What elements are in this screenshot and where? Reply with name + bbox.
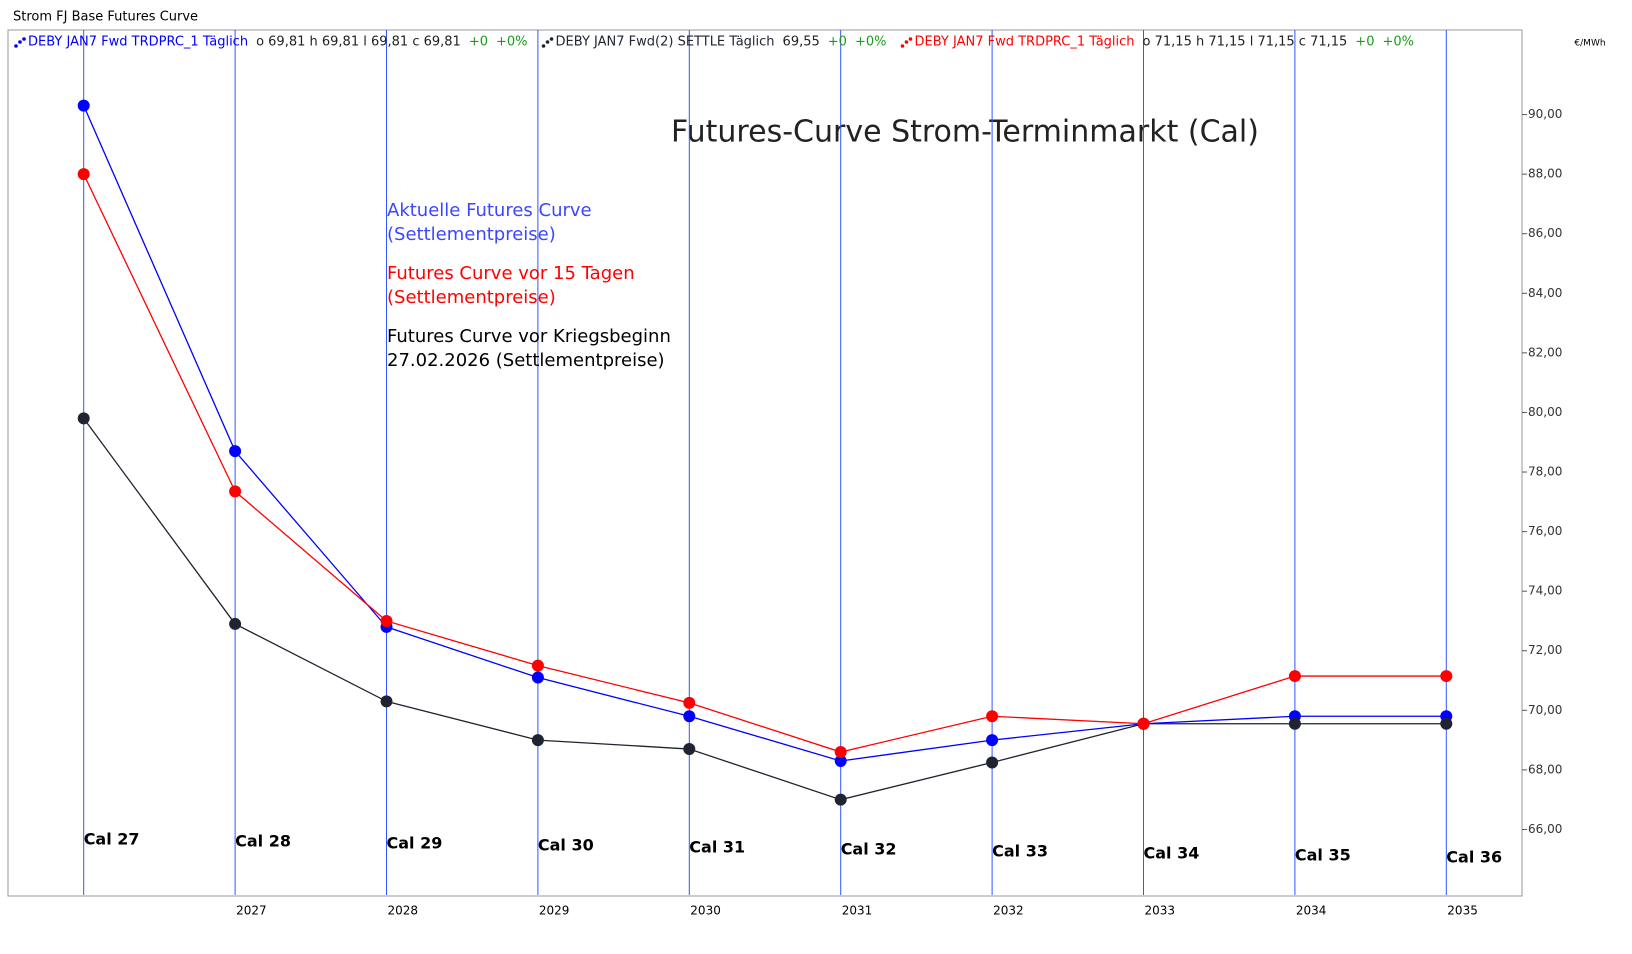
data-point [986, 710, 999, 723]
y-tick-label: 76,00 [1528, 524, 1562, 538]
y-tick-label: 72,00 [1528, 643, 1562, 657]
data-point [986, 756, 999, 769]
y-tick-label: 82,00 [1528, 345, 1562, 359]
y-tick-label: 90,00 [1528, 107, 1562, 121]
data-point [986, 734, 999, 747]
legend-entry: DEBY JAN7 Fwd TRDPRC_1 Täglich [914, 35, 1134, 50]
data-point [531, 734, 544, 747]
x-tick-label: 2033 [1145, 904, 1176, 918]
data-point [380, 695, 393, 708]
legend-icon [900, 44, 905, 48]
point-label: Cal 29 [387, 834, 443, 853]
y-tick-label: 68,00 [1528, 762, 1562, 776]
legend-entry: 69,55 [783, 35, 820, 50]
y-tick-label: 66,00 [1528, 822, 1562, 836]
y-tick-label: 84,00 [1528, 286, 1562, 300]
point-label: Cal 30 [538, 836, 594, 855]
y-unit: €/MWh [1574, 39, 1605, 49]
legend-icon [22, 37, 26, 41]
data-point [683, 743, 696, 756]
legend-entry: +0 [828, 35, 847, 50]
data-point [229, 485, 242, 498]
point-label: Cal 31 [689, 838, 745, 857]
y-tick-label: 86,00 [1528, 226, 1562, 240]
window-title: Strom FJ Base Futures Curve [13, 10, 198, 25]
data-point [1137, 717, 1150, 730]
legend-entry: DEBY JAN7 Fwd TRDPRC_1 Täglich [28, 35, 248, 50]
legend-icon [14, 44, 18, 48]
x-tick-label: 2034 [1296, 904, 1327, 918]
chart-title: Futures-Curve Strom-Terminmarkt (Cal) [671, 115, 1259, 150]
annotation: 27.02.2026 (Settlementpreise) [387, 350, 665, 371]
point-label: Cal 32 [841, 840, 897, 859]
x-tick-label: 2030 [690, 904, 721, 918]
legend-entry: +0 [1355, 35, 1374, 50]
data-point [229, 445, 242, 458]
legend-icon [545, 40, 550, 44]
annotation: Aktuelle Futures Curve [387, 200, 592, 221]
legend-icon [908, 37, 913, 41]
data-point [683, 710, 696, 723]
x-tick-label: 2029 [539, 904, 570, 918]
annotation: Futures Curve vor 15 Tagen [387, 263, 635, 284]
legend-entry: o 71,15 h 71,15 l 71,15 c 71,15 [1143, 35, 1348, 50]
x-tick-label: 2035 [1447, 904, 1478, 918]
x-tick-label: 2028 [388, 904, 419, 918]
series-line [83, 418, 1447, 801]
legend-entry: +0 [469, 35, 488, 50]
data-point [834, 746, 847, 759]
series-line [83, 105, 1447, 762]
annotation: Futures Curve vor Kriegsbeginn [387, 326, 671, 347]
data-point [380, 614, 393, 627]
y-tick-label: 78,00 [1528, 465, 1562, 479]
y-tick-label: 80,00 [1528, 405, 1562, 419]
x-tick-label: 2032 [993, 904, 1024, 918]
data-point [531, 671, 544, 684]
data-point [683, 696, 696, 709]
data-point [1440, 670, 1453, 683]
legend-icon [18, 40, 22, 44]
x-tick-label: 2031 [842, 904, 873, 918]
annotation: (Settlementpreise) [387, 224, 556, 245]
data-point [77, 412, 90, 425]
data-point [1440, 717, 1453, 730]
legend-entry: +0% [855, 35, 887, 50]
point-label: Cal 27 [84, 830, 140, 849]
y-tick-label: 74,00 [1528, 584, 1562, 598]
y-tick-label: 70,00 [1528, 703, 1562, 717]
legend-icon [549, 37, 554, 41]
point-label: Cal 36 [1446, 848, 1502, 867]
legend-entry: o 69,81 h 69,81 l 69,81 c 69,81 [256, 35, 461, 50]
series-line [83, 173, 1447, 753]
data-point [1288, 670, 1301, 683]
y-tick-label: 88,00 [1528, 167, 1562, 181]
plot-frame [7, 29, 1523, 897]
data-point [77, 99, 90, 112]
annotation: (Settlementpreise) [387, 287, 556, 308]
point-label: Cal 33 [992, 842, 1048, 861]
legend-icon [904, 40, 909, 44]
data-point [834, 793, 847, 806]
data-point [229, 617, 242, 630]
legend-entry: DEBY JAN7 Fwd(2) SETTLE Täglich [556, 35, 775, 50]
legend-entry: +0% [1382, 35, 1414, 50]
point-label: Cal 28 [235, 832, 291, 851]
legend-icon [541, 44, 546, 48]
data-point [77, 168, 90, 181]
point-label: Cal 34 [1144, 844, 1200, 863]
data-point [1288, 717, 1301, 730]
data-point [834, 754, 847, 767]
x-tick-label: 2027 [236, 904, 267, 918]
data-point [531, 659, 544, 672]
legend-entry: +0% [496, 35, 528, 50]
point-label: Cal 35 [1295, 846, 1351, 865]
